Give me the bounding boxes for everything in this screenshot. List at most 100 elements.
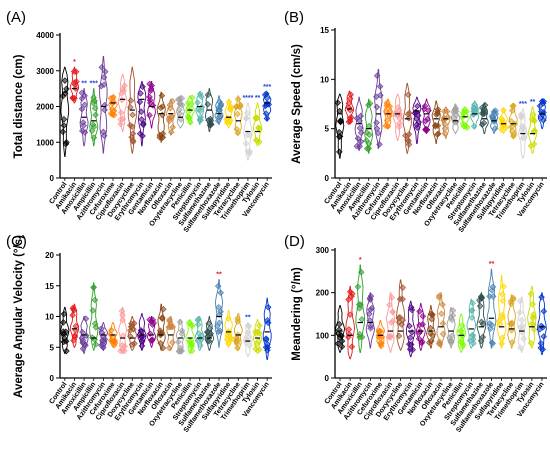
y-tick-label: 10: [320, 75, 329, 84]
data-point: [458, 322, 466, 329]
data-point: [491, 125, 499, 132]
violin-streptomycin: [470, 100, 480, 130]
data-point: [428, 315, 435, 323]
data-point: [429, 332, 436, 339]
data-point: [336, 334, 344, 342]
data-point: [509, 294, 517, 302]
violin-vancomycin: [262, 297, 272, 361]
data-point: [357, 112, 364, 120]
data-point: [225, 340, 232, 348]
data-point: [225, 98, 233, 106]
y-tick-label: 2000: [36, 103, 54, 112]
data-point: [439, 320, 447, 327]
data-point: [146, 80, 153, 88]
data-point: [421, 105, 428, 113]
data-point: [128, 341, 136, 349]
data-point: [373, 72, 381, 80]
data-point: [346, 117, 354, 125]
data-point: [357, 138, 365, 145]
y-tick-label: 0: [325, 374, 330, 383]
data-point: [500, 106, 507, 114]
data-point: [520, 124, 527, 132]
data-point: [117, 109, 125, 116]
data-point: [376, 83, 384, 90]
data-point: [358, 333, 366, 341]
data-point: [188, 100, 195, 108]
data-point: [408, 329, 416, 336]
data-point: [82, 315, 90, 322]
data-point: [237, 102, 244, 110]
data-point: [117, 116, 125, 123]
data-point: [414, 124, 421, 131]
data-point: [127, 122, 134, 129]
data-point: [246, 150, 253, 157]
data-point: [365, 101, 372, 109]
data-point: [178, 330, 186, 338]
data-point: [345, 326, 353, 333]
data-point: [354, 283, 362, 291]
data-point: [217, 102, 225, 109]
data-point: [119, 85, 127, 93]
data-point: [207, 115, 214, 123]
data-point: [157, 340, 164, 347]
data-point: [498, 126, 505, 134]
data-point: [389, 308, 396, 315]
significance-mark: *: [73, 59, 76, 66]
data-point: [169, 124, 176, 131]
data-point: [530, 321, 537, 328]
data-point: [188, 343, 195, 351]
data-point: [336, 133, 343, 140]
data-point: [127, 104, 134, 111]
data-point: [347, 91, 354, 98]
data-point: [59, 92, 67, 100]
data-point: [90, 123, 98, 131]
data-point: [252, 328, 259, 335]
data-point: [226, 333, 233, 341]
data-point: [367, 292, 375, 300]
data-point: [63, 85, 70, 93]
data-point: [473, 106, 480, 113]
data-point: [508, 339, 516, 346]
data-point: [118, 96, 126, 104]
y-tick-label: 20: [45, 251, 54, 260]
data-point: [204, 91, 212, 99]
data-point: [61, 77, 69, 84]
data-point: [477, 294, 485, 302]
data-point: [353, 142, 361, 150]
y-axis-title: Meandering (°/m): [291, 267, 303, 361]
data-point: [149, 316, 157, 324]
data-point: [69, 304, 77, 312]
data-point: [479, 110, 486, 117]
data-point: [373, 119, 380, 126]
data-point: [537, 340, 545, 347]
violin-tylosin: [527, 106, 538, 154]
data-point: [419, 312, 427, 320]
violin-azithromycin: [365, 292, 375, 349]
data-point: [336, 129, 343, 136]
data-point: [176, 106, 183, 114]
data-point: [158, 92, 166, 99]
data-point: [356, 304, 363, 312]
data-point: [227, 105, 234, 112]
data-point: [97, 82, 105, 90]
data-point: [366, 317, 374, 324]
data-point: [129, 111, 136, 119]
data-point: [435, 130, 442, 138]
data-point: [217, 289, 224, 296]
significance-mark: **: [216, 272, 222, 279]
data-point: [404, 91, 412, 99]
data-point: [433, 111, 440, 118]
data-point: [498, 340, 505, 347]
data-point: [416, 308, 423, 315]
data-point: [255, 124, 262, 131]
violin-azithromycin: [99, 56, 108, 154]
data-point: [98, 64, 106, 71]
data-point: [127, 97, 135, 104]
data-point: [233, 103, 240, 110]
data-point: [256, 322, 263, 329]
data-point: [508, 327, 515, 334]
data-point: [499, 297, 506, 305]
data-point: [540, 333, 547, 340]
violin-oxytetracycline: [176, 95, 185, 129]
